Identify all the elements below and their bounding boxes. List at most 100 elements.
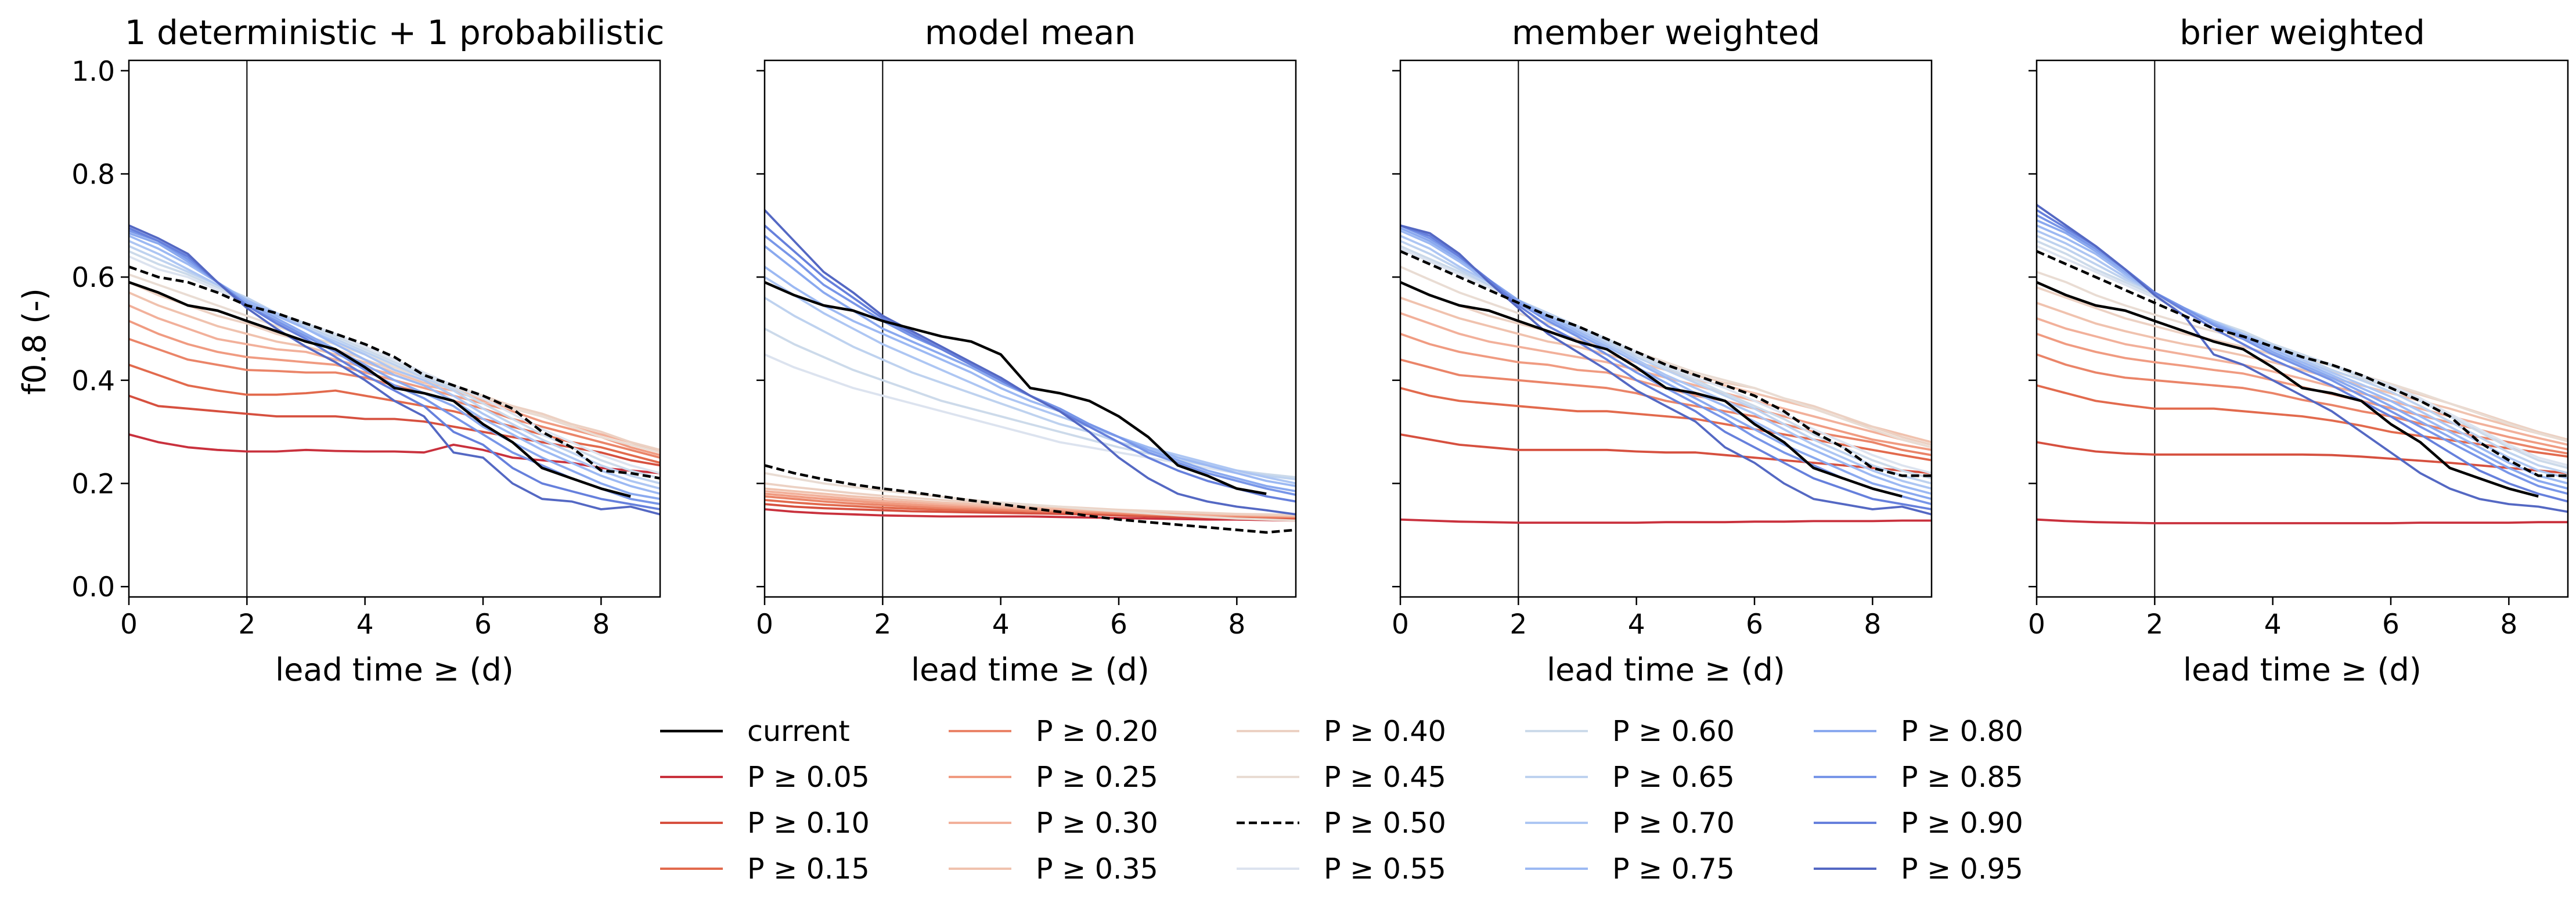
legend-label: P ≥ 0.35 (1036, 852, 1158, 886)
legend-item: P ≥ 0.70 (1525, 807, 1735, 840)
series-line-p-0-45 (1400, 265, 1932, 449)
series-line-p-0-10 (2037, 441, 2568, 474)
panel-3: member weighted 0 2 4 6 8 lead time ≥ (d) (1392, 13, 1933, 688)
series-line-p-0-15 (2037, 384, 2568, 458)
y-tick-label: 0.2 (71, 469, 115, 501)
series-group (129, 60, 660, 597)
series-line-current (2037, 280, 2539, 498)
series-line-p-0-35 (2037, 301, 2568, 442)
series-line-p-0-55 (1400, 247, 1932, 474)
x-tick-label: 6 (474, 609, 492, 640)
x-tick-label: 8 (1864, 609, 1881, 640)
panel-title: model mean (925, 13, 1136, 52)
x-tick-label: 6 (1746, 609, 1763, 640)
plot-frame (128, 59, 661, 598)
legend-item: P ≥ 0.85 (1814, 761, 2023, 794)
legend-item: P ≥ 0.60 (1525, 715, 1735, 748)
legend: current P ≥ 0.05 P ≥ 0.10 P ≥ 0.15 P ≥ 0.20 P… (660, 715, 2023, 886)
x-tick-label: 2 (2146, 609, 2163, 640)
series-group (2037, 60, 2568, 597)
legend-item: P ≥ 0.05 (660, 761, 870, 794)
legend-item: P ≥ 0.20 (949, 715, 1158, 748)
legend-label: P ≥ 0.45 (1324, 761, 1446, 794)
legend-label: P ≥ 0.80 (1901, 715, 2023, 748)
legend-label: P ≥ 0.55 (1324, 852, 1446, 886)
series-line-p-0-30 (2037, 317, 2568, 446)
series-line-p-0-90 (1400, 224, 1932, 510)
plot-frame (1399, 59, 1933, 598)
x-tick-label: 0 (120, 609, 138, 640)
legend-item: P ≥ 0.25 (949, 761, 1158, 794)
x-tick-label: 4 (356, 609, 374, 640)
series-line-p-0-95 (2037, 204, 2568, 513)
panel-title: brier weighted (2179, 13, 2425, 52)
series-line-p-0-80 (2037, 219, 2568, 490)
panel-title: member weighted (1512, 13, 1821, 52)
legend-label: P ≥ 0.90 (1901, 807, 2023, 840)
legend-label: P ≥ 0.60 (1612, 715, 1735, 748)
series-line-p-0-55 (129, 255, 660, 474)
x-tick-label: 8 (592, 609, 610, 640)
series-line-p-0-05 (1400, 518, 1932, 524)
legend-label: P ≥ 0.25 (1036, 761, 1158, 794)
x-tick-label: 0 (756, 609, 773, 640)
series-line-p-0-70 (129, 240, 660, 490)
series-group (765, 60, 1296, 597)
series-line-p-0-20 (1400, 358, 1932, 456)
y-tick-label: 0.0 (71, 571, 115, 603)
panel-2: model mean 0 2 4 6 8 lead time ≥ (d) (756, 13, 1297, 688)
series-line-p-0-10 (1400, 433, 1932, 474)
series-line-p-0-15 (1400, 387, 1932, 462)
legend-label: P ≥ 0.50 (1324, 807, 1446, 840)
y-tick-label: 1.0 (71, 56, 115, 88)
legend-item: P ≥ 0.10 (660, 807, 870, 840)
legend-label: P ≥ 0.95 (1901, 852, 2023, 886)
legend-label: P ≥ 0.10 (747, 807, 870, 840)
x-axis-label: lead time ≥ (d) (1547, 652, 1785, 688)
x-tick-label: 0 (2028, 609, 2045, 640)
series-line-p-0-50 (2037, 250, 2568, 477)
series-line-p-0-50 (129, 265, 660, 480)
x-tick-label: 8 (1228, 609, 1245, 640)
y-tick-label: 0.8 (71, 159, 115, 190)
panel-4: brier weighted 0 2 4 6 8 lead time ≥ (d) (2028, 13, 2569, 688)
legend-item: P ≥ 0.80 (1814, 715, 2023, 748)
legend-item: P ≥ 0.95 (1814, 852, 2023, 886)
plot-frame (2035, 59, 2569, 598)
legend-label: P ≥ 0.15 (747, 852, 870, 886)
series-line-p-0-05 (2037, 518, 2568, 524)
legend-item: P ≥ 0.45 (1237, 761, 1446, 794)
legend-label: P ≥ 0.05 (747, 761, 870, 794)
plot-frame (763, 59, 1297, 598)
legend-label: P ≥ 0.30 (1036, 807, 1158, 840)
legend-label: P ≥ 0.65 (1612, 761, 1735, 794)
x-tick-label: 8 (2500, 609, 2517, 640)
y-tick-label: 0.6 (71, 262, 115, 294)
legend-label: P ≥ 0.85 (1901, 761, 2023, 794)
series-line-p-0-45 (129, 273, 660, 454)
legend-item: P ≥ 0.40 (1237, 715, 1446, 748)
series-line-p-0-05 (765, 508, 1296, 522)
series-line-current (1400, 280, 1903, 498)
x-tick-label: 6 (1110, 609, 1127, 640)
series-line-current (765, 280, 1267, 495)
series-group (1400, 60, 1932, 597)
series-line-p-0-65 (1400, 240, 1932, 485)
x-axis-label: lead time ≥ (d) (275, 652, 514, 688)
x-tick-label: 4 (992, 609, 1010, 640)
x-tick-label: 6 (2382, 609, 2400, 640)
legend-item: P ≥ 0.15 (660, 852, 870, 886)
series-line-p-0-70 (765, 276, 1296, 485)
x-tick-label: 2 (1509, 609, 1527, 640)
series-line-current (129, 280, 631, 498)
y-tick-label: 0.4 (71, 365, 115, 397)
series-line-p-0-60 (2037, 240, 2568, 469)
legend-item: current (660, 715, 850, 748)
x-axis-label: lead time ≥ (d) (2183, 652, 2422, 688)
legend-item: P ≥ 0.75 (1525, 852, 1735, 886)
x-tick-label: 2 (874, 609, 891, 640)
legend-item: P ≥ 0.65 (1525, 761, 1735, 794)
series-line-p-0-75 (2037, 224, 2568, 485)
legend-label: current (747, 715, 850, 748)
